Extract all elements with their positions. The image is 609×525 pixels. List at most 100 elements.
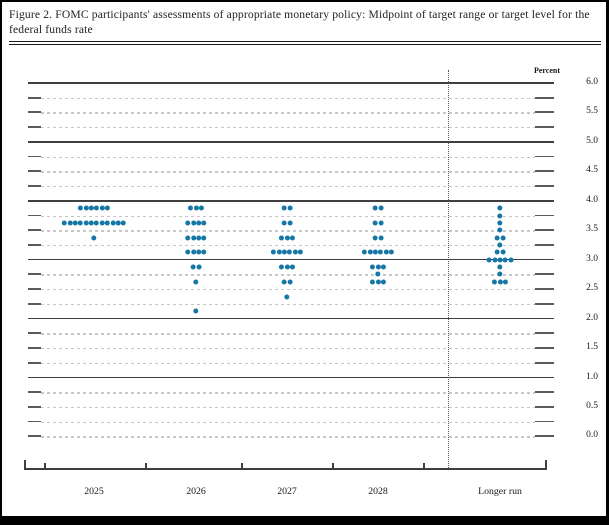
dot-row [281,205,293,211]
gridline-right-cap [535,332,554,335]
gridline-left-cap [28,111,41,114]
participant-dot [289,264,295,270]
participant-dot [104,220,110,226]
dot-row [362,249,394,255]
dot-row [497,213,503,219]
gridline-dashed [41,97,535,100]
title-double-rule [9,41,601,45]
participant-dot [287,220,293,226]
participant-dot [115,220,121,226]
gridline-right-cap [535,288,554,290]
gridline-solid [28,376,554,379]
gridline-dashed [41,406,535,409]
x-axis-line [24,468,547,470]
gridline-right-cap [535,302,554,305]
gridline-left-cap [28,347,41,349]
gridline-right-cap [535,170,554,173]
x-axis-end-hook-right [545,460,547,469]
gridline-solid [28,317,554,320]
y-axis-label: 0.5 [586,400,598,411]
gridline-dashed [41,215,535,217]
gridline-dashed [41,244,535,247]
gridline-left-cap [28,214,41,217]
gridline-left-cap [28,185,41,187]
participant-dot [198,205,204,211]
participant-dot [388,249,394,255]
gridline-dashed [41,348,535,350]
dot-row [279,235,295,241]
dot-row [271,249,303,255]
participant-dot [88,220,94,226]
participant-dot [201,235,207,241]
gridline-left-cap [28,126,41,128]
participant-dot [378,249,384,255]
participant-dot [284,264,290,270]
dot-row [185,249,207,255]
gridline-right-cap [535,229,554,232]
dot-row [497,264,503,270]
gridline-left-cap [28,273,41,276]
participant-dot [287,249,293,255]
participant-dot [497,205,503,211]
participant-dot [276,249,282,255]
dot-row [372,235,384,241]
participant-dot [502,279,508,285]
dot-row [188,205,204,211]
participant-dot [502,257,508,263]
dot-row [279,264,295,270]
x-axis-label: 2028 [368,486,388,497]
participant-dot [94,205,100,211]
participant-dot [185,235,191,241]
participant-dot [196,235,202,241]
participant-dot [281,249,287,255]
participant-dot [91,235,97,241]
gridline-right-cap [535,347,554,349]
participant-dot [378,205,384,211]
gridline-left-cap [28,332,41,335]
participant-dot [370,264,376,270]
dot-row [193,279,199,285]
dot-row [497,227,503,233]
gridline-left-cap [28,170,41,173]
participant-dot [372,205,378,211]
participant-dot [372,235,378,241]
gridline-right-cap [535,420,554,423]
participant-dot [185,220,191,226]
gridline-left-cap [28,435,41,438]
gridline-left-cap [28,96,41,99]
gridline-right-cap [535,185,554,187]
gridline-right-cap [535,405,554,408]
participant-dot [284,235,290,241]
y-axis-label: 6.0 [586,77,598,87]
gridline-right-cap [535,361,554,364]
gridline-dashed [41,171,535,173]
participant-dot [185,249,191,255]
gridline-dashed [41,156,535,158]
x-axis-tick [145,463,147,469]
gridline-solid [28,258,554,261]
dot-row [193,308,199,314]
dot-row [494,235,506,241]
participant-dot [196,220,202,226]
participant-dot [190,264,196,270]
participant-dot [190,249,196,255]
gridline-right-cap [535,155,554,158]
participant-dot [497,227,503,233]
participant-dot [281,220,287,226]
gridline-left-cap [28,361,41,364]
gridline-right-cap [535,96,554,99]
dot-row [190,264,202,270]
participant-dot [380,264,386,270]
y-axis-label: 3.5 [586,224,598,235]
dot-row [370,279,386,285]
participant-dot [104,205,110,211]
longer-run-separator-line [448,70,449,468]
gridline-right-cap [535,111,554,114]
participant-dot [497,279,503,285]
x-axis-tick [332,463,334,469]
participant-dot [494,249,500,255]
gridline-dashed [41,127,535,129]
gridline-right-cap [535,273,554,276]
participant-dot [372,249,378,255]
dot-row [281,279,293,285]
